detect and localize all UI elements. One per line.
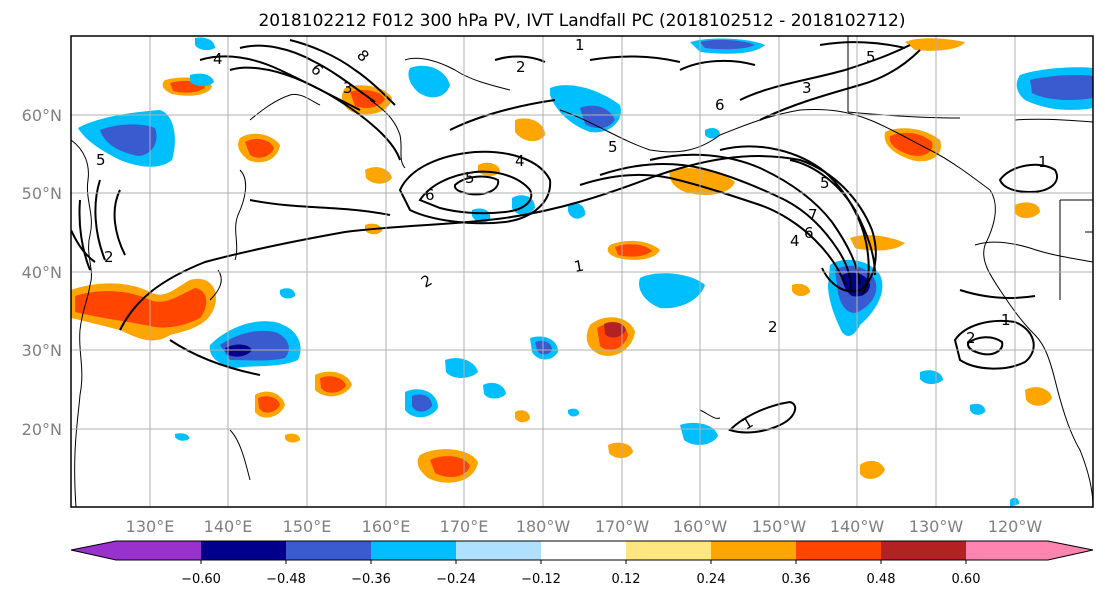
colorbar-tick-label: 0.24 bbox=[697, 572, 726, 587]
colorbar-tick-label: 0.36 bbox=[782, 572, 811, 587]
pv-contours bbox=[71, 39, 1058, 434]
colorbar-tick-label: −0.36 bbox=[351, 572, 391, 587]
contour-label: 4 bbox=[515, 152, 525, 170]
lon-label: 150°W bbox=[752, 517, 807, 536]
contour-label: 5 bbox=[465, 169, 475, 187]
colorbar-segment bbox=[966, 541, 1048, 560]
contour-label: 4 bbox=[790, 232, 800, 250]
colorbar-tick-label: 0.48 bbox=[867, 572, 896, 587]
contour-label: 5 bbox=[608, 138, 618, 156]
lon-label: 160°E bbox=[362, 517, 411, 536]
colorbar-segment bbox=[286, 541, 371, 560]
colorbar-segment bbox=[201, 541, 286, 560]
map-frame bbox=[70, 35, 1094, 508]
lon-label: 170°W bbox=[595, 517, 650, 536]
colorbar: −0.60 −0.48 −0.36 −0.24 −0.12 0.12 0.24 … bbox=[70, 540, 1094, 587]
contour-label: 5 bbox=[820, 174, 830, 192]
contour-label: 3 bbox=[343, 79, 353, 97]
lon-labels: 130°E 140°E 150°E 160°E 170°E 180°W 170°… bbox=[126, 517, 1043, 536]
colorbar-segment bbox=[626, 541, 711, 560]
contour-label: 4 bbox=[213, 50, 223, 68]
colorbar-outline bbox=[70, 540, 1094, 561]
lon-label: 140°E bbox=[204, 517, 253, 536]
contour-label: 5 bbox=[96, 151, 106, 169]
lat-label: 40°N bbox=[22, 263, 62, 282]
contour-label: 2 bbox=[768, 318, 778, 336]
contour-label: 1 bbox=[1038, 153, 1048, 171]
colorbar-segment bbox=[456, 541, 541, 560]
lon-label: 140°W bbox=[830, 517, 885, 536]
lon-label: 150°E bbox=[283, 517, 332, 536]
contour-label: 2 bbox=[966, 329, 976, 347]
colorbar-tick-label: 0.60 bbox=[952, 572, 981, 587]
contour-label: 7 bbox=[808, 206, 818, 224]
contour-label: 2 bbox=[104, 248, 114, 266]
contour-label: 6 bbox=[804, 224, 814, 242]
contour-label: 2 bbox=[516, 58, 526, 76]
colorbar-tick-label: 0.12 bbox=[612, 572, 641, 587]
contour-label: 6 bbox=[425, 186, 435, 204]
colorbar-segment bbox=[881, 541, 966, 560]
lat-labels: 60°N 50°N 40°N 30°N 20°N bbox=[22, 106, 62, 439]
colorbar-segment bbox=[541, 541, 626, 560]
contour-label: 1 bbox=[573, 257, 586, 276]
contour-label: 5 bbox=[866, 48, 876, 66]
colorbar-segment bbox=[1048, 541, 1093, 560]
contour-label: 3 bbox=[802, 79, 812, 97]
colorbar-tick-label: −0.12 bbox=[521, 572, 561, 587]
lon-label: 180°W bbox=[516, 517, 571, 536]
lon-label: 130°E bbox=[126, 517, 175, 536]
lat-label: 20°N bbox=[22, 420, 62, 439]
colorbar-tick-label: −0.24 bbox=[436, 572, 476, 587]
lon-label: 130°W bbox=[909, 517, 964, 536]
colorbar-segment bbox=[711, 541, 796, 560]
lat-label: 60°N bbox=[22, 106, 62, 125]
colorbar-segment bbox=[371, 541, 456, 560]
plot-title: 2018102212 F012 300 hPa PV, IVT Landfall… bbox=[258, 11, 905, 31]
coastlines bbox=[71, 36, 1093, 507]
gridlines bbox=[71, 36, 1093, 507]
colorbar-segment bbox=[116, 541, 201, 560]
contour-label: 1 bbox=[1001, 311, 1011, 329]
map-panel: 8 6 4 5 3 2 1 5 4 6 5 2 1 3 5 6 5 7 6 4 bbox=[22, 35, 1094, 536]
colorbar-segment bbox=[71, 541, 116, 560]
colorbar-tick-label: −0.60 bbox=[181, 572, 221, 587]
colorbar-labels: −0.60 −0.48 −0.36 −0.24 −0.12 0.12 0.24 … bbox=[181, 572, 980, 587]
colorbar-segment bbox=[796, 541, 881, 560]
lat-label: 50°N bbox=[22, 184, 62, 203]
lon-label: 120°W bbox=[988, 517, 1043, 536]
colorbar-tick-label: −0.48 bbox=[266, 572, 306, 587]
contour-label: 6 bbox=[715, 96, 725, 114]
colorbar-ticks bbox=[200, 560, 967, 564]
contour-label: 1 bbox=[575, 36, 585, 54]
lon-label: 170°E bbox=[440, 517, 489, 536]
lat-label: 30°N bbox=[22, 341, 62, 360]
lon-label: 160°W bbox=[673, 517, 728, 536]
